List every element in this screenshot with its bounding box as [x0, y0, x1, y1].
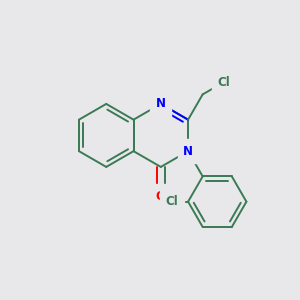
Text: Cl: Cl	[166, 195, 178, 208]
Text: O: O	[156, 190, 166, 202]
Text: N: N	[183, 145, 193, 158]
Text: Cl: Cl	[218, 76, 230, 88]
Text: N: N	[156, 98, 166, 110]
